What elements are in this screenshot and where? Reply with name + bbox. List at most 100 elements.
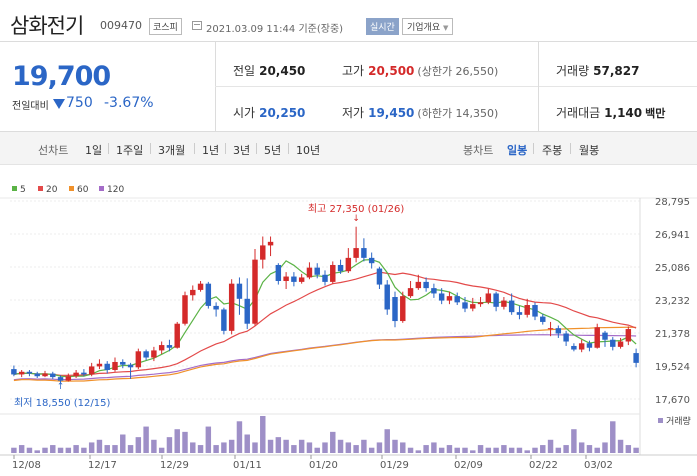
volume-bar <box>578 442 585 453</box>
candle-body <box>96 363 103 367</box>
low-price: 저가 19,450 (하한가 14,350) <box>342 106 499 120</box>
period-1y[interactable]: 1년 <box>202 144 220 157</box>
y-tick-label: 26,941 <box>655 230 690 241</box>
candle-body <box>158 345 165 351</box>
volume-legend-swatch <box>658 418 663 423</box>
candle-body <box>524 305 530 315</box>
volume-bar <box>376 442 383 453</box>
candle-body <box>586 343 593 348</box>
legend-label: 5 <box>20 185 26 195</box>
period-1d[interactable]: 1일 <box>85 144 103 157</box>
volume-bar <box>213 445 219 453</box>
period-3y[interactable]: 3년 <box>233 144 251 157</box>
candle-body <box>454 296 460 303</box>
volume-bar <box>337 439 344 453</box>
period-1w[interactable]: 1주일 <box>116 144 144 157</box>
candle-body <box>120 361 126 365</box>
high-arrow-icon: ↓ <box>352 214 360 224</box>
candle-monthly[interactable]: 월봉 <box>579 144 600 157</box>
candle-daily[interactable]: 일봉 <box>507 144 528 157</box>
volume-bar <box>438 447 445 453</box>
volume-bar <box>423 445 429 453</box>
candle-body <box>361 248 367 258</box>
volume-bar <box>555 447 562 453</box>
volume-bar <box>151 439 157 453</box>
candle-body <box>353 248 359 258</box>
volume-bar <box>221 442 227 453</box>
candle-body <box>345 257 352 272</box>
candle-body <box>625 329 632 342</box>
volume-bar <box>392 439 398 453</box>
volume-bar <box>34 450 40 453</box>
ma60-line <box>13 326 637 382</box>
quote-panel <box>0 41 697 132</box>
x-tick-label: 02/09 <box>454 460 483 471</box>
period-5y[interactable]: 5년 <box>264 144 282 157</box>
high-annotation: 최고 27,350 (01/26) <box>308 203 404 215</box>
candle-body <box>485 293 492 303</box>
x-tick-label: 12/17 <box>88 460 117 471</box>
volume-bar <box>65 447 72 453</box>
candle-body <box>617 341 624 347</box>
volume-bar <box>88 442 95 453</box>
candle-body <box>462 302 468 309</box>
candle-body <box>283 276 289 282</box>
volume-bar <box>368 447 375 453</box>
volume-bar <box>516 447 523 453</box>
volume-bar <box>485 447 492 453</box>
volume-legend-label: 거래량 <box>666 415 691 427</box>
volume-bar <box>446 445 453 453</box>
candle-body <box>532 305 538 317</box>
volume-bar <box>166 437 173 453</box>
volume-bar <box>532 447 538 453</box>
volume-bar <box>571 429 577 453</box>
company-info-dropdown[interactable]: 기업개요 ▼ <box>402 18 454 35</box>
y-tick-label: 17,670 <box>655 395 690 406</box>
volume-bar <box>594 447 600 453</box>
legend-swatch <box>69 186 74 191</box>
candle-body <box>151 350 157 358</box>
timestamp: 2021.03.09 11:44 기준(장중) <box>206 24 344 35</box>
volume-bar <box>283 439 289 453</box>
realtime-button[interactable]: 실시간 <box>366 18 399 35</box>
candle-body <box>88 366 95 375</box>
trade-amount: 거래대금 1,140 백만 <box>556 106 666 120</box>
candle-body <box>65 376 72 381</box>
candle-body <box>368 257 375 264</box>
volume-bar <box>236 421 243 453</box>
candle-body <box>337 264 344 272</box>
volume-bar <box>625 445 632 453</box>
candle-body <box>267 241 274 246</box>
separator <box>108 143 109 154</box>
volume-bar <box>602 442 608 453</box>
volume-bar <box>174 429 180 453</box>
candle-body <box>407 288 414 297</box>
x-tick-label: 01/11 <box>233 460 262 471</box>
candle-body <box>376 268 383 285</box>
volume-bar <box>361 439 367 453</box>
company-name: 삼화전기 <box>10 14 84 38</box>
candle-body <box>578 343 585 350</box>
chart-toolbar <box>0 132 697 165</box>
period-3m[interactable]: 3개월 <box>158 144 186 157</box>
candle-body <box>610 339 616 347</box>
volume-bar <box>26 447 33 453</box>
period-10y[interactable]: 10년 <box>296 144 321 157</box>
candle-body <box>438 293 445 301</box>
x-tick-label: 02/22 <box>529 460 558 471</box>
candle-body <box>182 295 188 324</box>
candle-body <box>602 332 608 340</box>
candle-body <box>392 297 398 322</box>
volume-bar <box>454 447 460 453</box>
volume-bar <box>96 439 103 453</box>
separator <box>288 143 289 154</box>
candle-body <box>516 312 523 315</box>
volume-bar <box>407 447 414 453</box>
volume-bar <box>104 445 110 453</box>
candle-body <box>547 328 554 330</box>
candle-body <box>143 351 149 358</box>
candle-weekly[interactable]: 주봉 <box>542 144 563 157</box>
volume-bar <box>306 442 313 453</box>
candle-body <box>540 316 546 322</box>
chevron-down-icon: ▼ <box>443 24 449 32</box>
